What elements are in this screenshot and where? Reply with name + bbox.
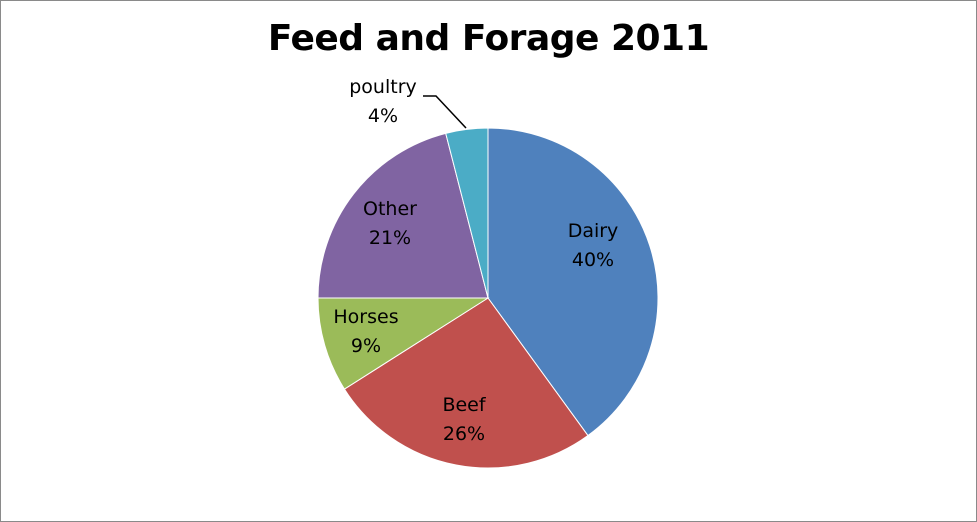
slice-label-name-horses: Horses: [333, 306, 398, 328]
pie-slice-beef: [343, 297, 589, 469]
slice-label-value-other: 21%: [369, 227, 411, 249]
slice-label-value-beef: 26%: [443, 423, 485, 445]
pie-slice-dairy: [487, 127, 659, 437]
slice-label-name-other: Other: [363, 198, 417, 220]
leader-line-poultry: [423, 95, 467, 129]
pie-slice-horses: [317, 297, 490, 390]
chart-title: Feed and Forage 2011: [267, 18, 710, 59]
slice-label-value-poultry: 4%: [368, 105, 398, 127]
slice-label-name-poultry: poultry: [349, 76, 417, 98]
slice-label-name-dairy: Dairy: [568, 220, 619, 242]
slice-label-value-horses: 9%: [351, 335, 381, 357]
slice-labels: Dairy 40% Beef 26% Horses 9% Other 21% poultry 4%: [333, 76, 618, 445]
pie-slices: [317, 127, 659, 469]
pie-slice-other: [317, 132, 489, 299]
slice-label-name-beef: Beef: [442, 394, 486, 416]
slice-label-value-dairy: 40%: [572, 249, 614, 271]
pie-slice-poultry: [445, 127, 489, 299]
